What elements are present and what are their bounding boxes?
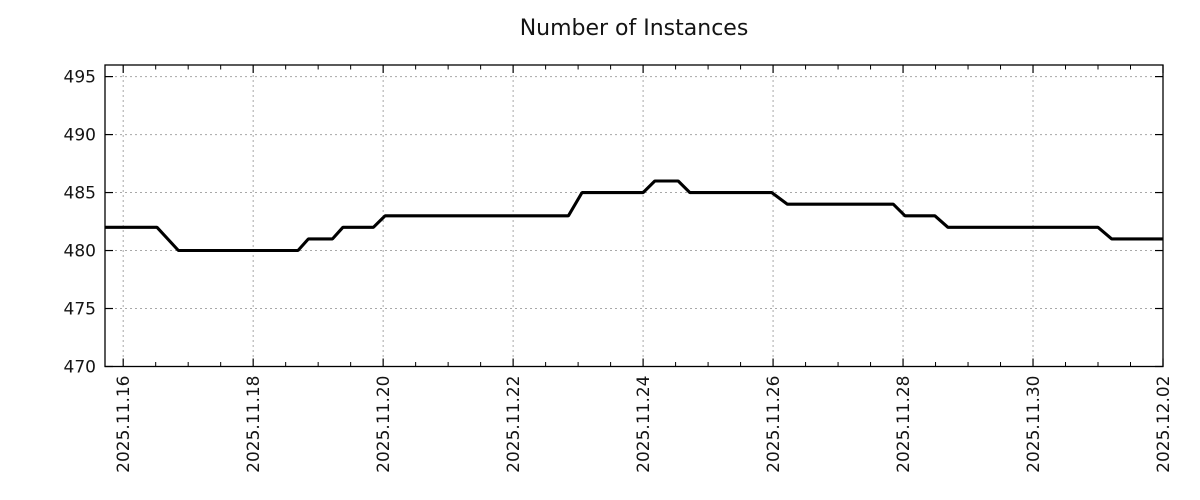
x-axis-tick-label: 2025.11.22	[504, 376, 524, 473]
y-axis-tick-label: 485	[64, 184, 96, 204]
x-axis-tick-label: 2025.11.30	[1024, 376, 1044, 473]
x-axis-tick-label: 2025.12.02	[1154, 376, 1174, 473]
series-line	[105, 179, 1163, 253]
y-axis-tick-label: 470	[64, 358, 96, 378]
x-axis-tick-label: 2025.11.24	[634, 376, 654, 473]
y-axis-tick-label: 480	[64, 242, 96, 262]
x-axis-tick-label: 2025.11.16	[114, 376, 134, 473]
x-axis-tick-label: 2025.11.20	[374, 376, 394, 473]
y-axis-tick-label: 490	[64, 126, 96, 146]
chart-title: Number of Instances	[519, 16, 749, 41]
plot-border	[104, 64, 1164, 368]
x-axis-tick-label: 2025.11.28	[894, 376, 914, 473]
x-axis-tick-label: 2025.11.26	[764, 376, 784, 473]
y-axis-tick-label: 495	[64, 68, 96, 88]
y-axis-tick-label: 475	[64, 300, 96, 320]
x-axis-tick-label: 2025.11.18	[244, 376, 264, 473]
